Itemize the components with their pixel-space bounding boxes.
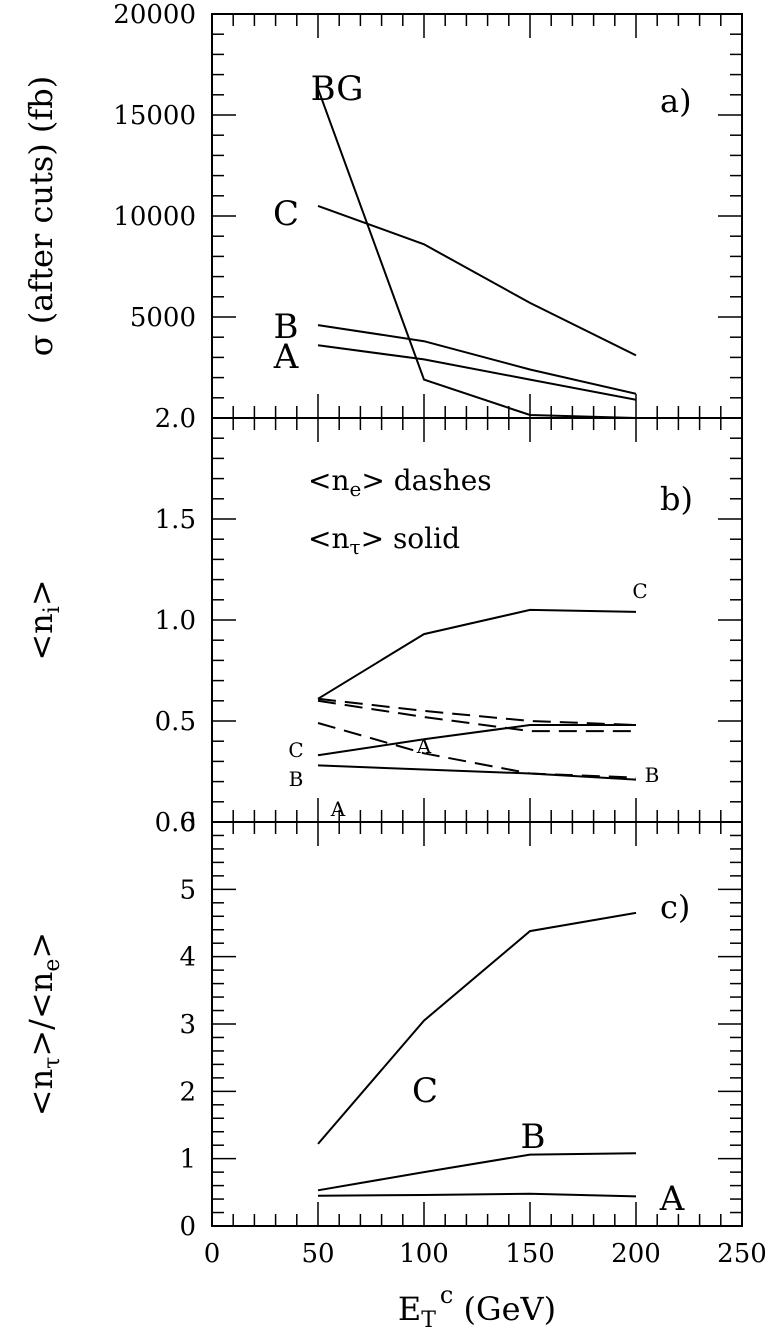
y-axis-title: <ni> bbox=[22, 579, 65, 660]
panel-tag: a) bbox=[660, 82, 692, 120]
series-label: BG bbox=[311, 69, 364, 109]
panel-a: 5000 10000 15000 20000 σ (after cuts) (fb) a)… bbox=[22, 0, 743, 419]
series-line-a-solid bbox=[317, 1192, 637, 1198]
x-tick-label: 50 bbox=[301, 1239, 334, 1269]
x-tick-label: 100 bbox=[399, 1239, 449, 1269]
panel-c: 0 1 2 3 4 5 6 <nτ>/<ne> c) C B A bbox=[22, 808, 743, 1242]
series-line-c-solid bbox=[317, 911, 637, 1145]
series-line-c-dashed bbox=[317, 722, 637, 779]
series-label: A bbox=[330, 797, 346, 821]
x-tick-label: 150 bbox=[505, 1239, 555, 1269]
panel-tag: c) bbox=[660, 888, 690, 926]
panel-tag: b) bbox=[660, 480, 693, 518]
series-label: A bbox=[416, 734, 432, 758]
series-line-bg-solid bbox=[317, 88, 637, 419]
series-line-b-solid bbox=[317, 324, 637, 395]
x-axis-title: ETc (GeV) bbox=[398, 1281, 556, 1332]
legend-entry: <nτ> solid bbox=[308, 522, 460, 559]
series-label: A bbox=[659, 1179, 685, 1219]
y-tick-label: 1 bbox=[179, 1145, 196, 1175]
series-line-a-solid bbox=[317, 344, 637, 401]
series-line-a-solid bbox=[317, 764, 637, 781]
y-tick-label: 3 bbox=[179, 1010, 196, 1040]
y-tick-label: 1.0 bbox=[155, 606, 196, 636]
x-tick-label: 0 bbox=[204, 1239, 221, 1269]
y-tick-label: 5000 bbox=[130, 303, 196, 333]
x-tick-labels: 0 50 100 150 200 250 bbox=[204, 1239, 767, 1269]
series-line-b-dashed bbox=[317, 699, 636, 733]
series-label: A bbox=[273, 337, 299, 377]
series-line-a-dashed bbox=[317, 697, 637, 726]
y-tick-label: 0 bbox=[179, 1212, 196, 1242]
x-tick-label: 200 bbox=[611, 1239, 661, 1269]
series-label: B bbox=[645, 763, 660, 787]
series-label: C bbox=[273, 194, 299, 234]
y-tick-label: 0.0 bbox=[155, 808, 196, 838]
series-label: B bbox=[289, 767, 304, 791]
series-label: B bbox=[521, 1117, 546, 1157]
x-tick-label: 250 bbox=[717, 1239, 767, 1269]
y-axis-title: σ (after cuts) (fb) bbox=[22, 76, 60, 356]
y-tick-label: 2.0 bbox=[155, 404, 196, 434]
panels: 5000 10000 15000 20000 σ (after cuts) (fb) a)… bbox=[22, 0, 743, 1242]
y-tick-label: 0.5 bbox=[155, 707, 196, 737]
y-axis-title: <nτ>/<ne> bbox=[22, 932, 65, 1116]
y-tick-label: 4 bbox=[179, 943, 196, 973]
series-line-c-solid bbox=[317, 204, 637, 357]
y-tick-label: 10000 bbox=[113, 202, 196, 232]
y-tick-label: 2 bbox=[179, 1077, 196, 1107]
y-tick-label: 5 bbox=[179, 875, 196, 905]
panel-frame bbox=[211, 821, 743, 1227]
legend-entry: <ne> dashes bbox=[308, 464, 492, 501]
series-label: B bbox=[274, 307, 299, 347]
series-line-b-solid bbox=[317, 1152, 637, 1192]
y-tick-label: 6 bbox=[179, 808, 196, 838]
series-line-c-solid bbox=[317, 608, 637, 700]
y-tick-label: 20000 bbox=[113, 0, 196, 30]
y-tick-label: 15000 bbox=[113, 101, 196, 131]
y-tick-label: 1.5 bbox=[155, 505, 196, 535]
series-label: C bbox=[288, 738, 303, 762]
series-line-b-solid bbox=[317, 724, 636, 757]
series-label: C bbox=[412, 1071, 438, 1111]
series-label: C bbox=[632, 579, 647, 603]
